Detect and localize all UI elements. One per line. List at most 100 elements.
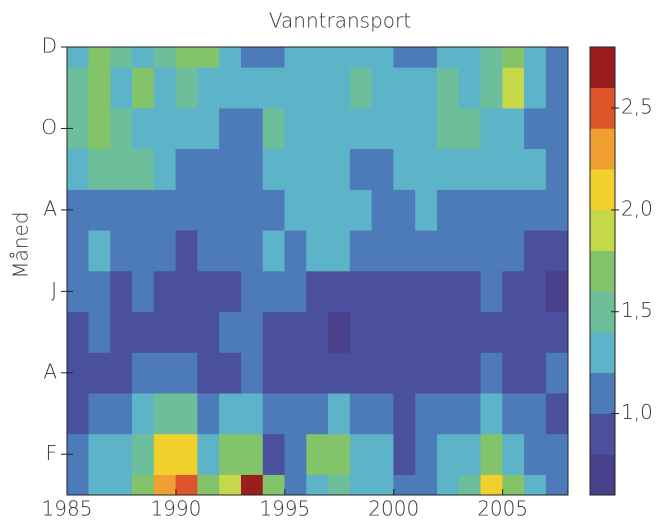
contour-cell (110, 107, 133, 150)
contour-cell (262, 311, 286, 353)
contour-cell (197, 107, 220, 150)
contour-cell (502, 229, 525, 272)
contour-cell (197, 352, 220, 394)
contour-cell (349, 47, 373, 68)
contour-cell (393, 392, 416, 435)
contour-cell (328, 189, 351, 231)
contour-cell (219, 311, 242, 353)
contour-cell (153, 189, 177, 231)
contour-cell (415, 311, 438, 353)
contour-cell (240, 189, 264, 231)
y-tick-label: A (43, 359, 57, 383)
contour-cell (415, 352, 438, 394)
contour-cell (458, 189, 482, 231)
contour-cell (132, 148, 155, 190)
contour-cell (197, 67, 220, 109)
contour-cell (88, 311, 111, 353)
contour-cell (437, 47, 460, 68)
contour-cell (393, 47, 416, 68)
contour-cell (197, 392, 220, 435)
contour-cell (219, 107, 242, 150)
contour-cell (175, 107, 198, 150)
contour-cell (393, 433, 416, 475)
contour-cell (502, 352, 525, 394)
contour-cell (240, 67, 264, 109)
contour-cell (153, 311, 177, 353)
contour-cell (306, 47, 329, 68)
contour-cell (545, 189, 568, 231)
contour-cell (415, 47, 438, 68)
contour-cell (328, 148, 351, 190)
contour-cell (502, 67, 525, 109)
contour-cell (371, 392, 395, 435)
colorbar-band (589, 413, 616, 455)
contour-cell (132, 189, 155, 231)
contour-cell (545, 67, 568, 109)
contour-cell (88, 392, 111, 435)
contour-cell (240, 392, 264, 435)
contour-cell (219, 47, 242, 68)
contour-cell (306, 67, 329, 109)
colorbar-band (589, 168, 616, 211)
contour-cell (175, 47, 198, 68)
contour-cell (415, 270, 438, 313)
contour-cell (67, 148, 90, 190)
contour-cell (110, 311, 133, 353)
contour-cell (502, 189, 525, 231)
contour-cell (437, 229, 460, 272)
contour-cell (197, 270, 220, 313)
contour-cell (132, 433, 155, 475)
contour-cell (545, 392, 568, 435)
y-axis-label: Måned (9, 211, 33, 278)
contour-cell (284, 392, 307, 435)
contour-cell (219, 148, 242, 190)
contour-cell (88, 270, 111, 313)
contour-cell (415, 433, 438, 475)
contour-cell (524, 47, 547, 68)
contour-cell (219, 189, 242, 231)
chart-title: Vanntransport (269, 9, 411, 33)
contour-cell (349, 67, 373, 109)
contour-cell (458, 47, 482, 68)
contour-cell (132, 107, 155, 150)
contour-cell (349, 229, 373, 272)
colorbar-band (589, 46, 616, 88)
contour-cell (175, 148, 198, 190)
contour-cell (284, 107, 307, 150)
contour-cell (262, 229, 286, 272)
contour-cell (67, 67, 90, 109)
contour-cell (88, 67, 111, 109)
contour-cell (262, 107, 286, 150)
contour-cell (175, 229, 198, 272)
contour-cell (153, 229, 177, 272)
contour-cell (110, 47, 133, 68)
contour-cell (371, 229, 395, 272)
contour-cell (545, 311, 568, 353)
colorbar-tick-label: 1,0 (621, 400, 653, 424)
contour-cell (262, 67, 286, 109)
contour-cell (240, 311, 264, 353)
contour-cell (458, 148, 482, 190)
colorbar-band (589, 250, 616, 292)
contour-cell (437, 433, 460, 475)
contour-cell (284, 189, 307, 231)
contour-cell (153, 47, 177, 68)
y-tick-label: D (42, 34, 57, 58)
contour-cell (328, 47, 351, 68)
contour-cell (306, 352, 329, 394)
contour-cell (306, 392, 329, 435)
contour-cell (437, 311, 460, 353)
contour-cell (437, 392, 460, 435)
contour-cell (415, 229, 438, 272)
contour-cell (132, 352, 155, 394)
contour-cell (393, 67, 416, 109)
contour-cell (502, 107, 525, 150)
y-tick-label: F (45, 441, 57, 465)
contour-cell (524, 107, 547, 150)
contour-cell (415, 107, 438, 150)
contour-cell (132, 229, 155, 272)
contour-cell (219, 229, 242, 272)
x-tick-label: 2000 (368, 497, 419, 520)
contour-cell (524, 392, 547, 435)
